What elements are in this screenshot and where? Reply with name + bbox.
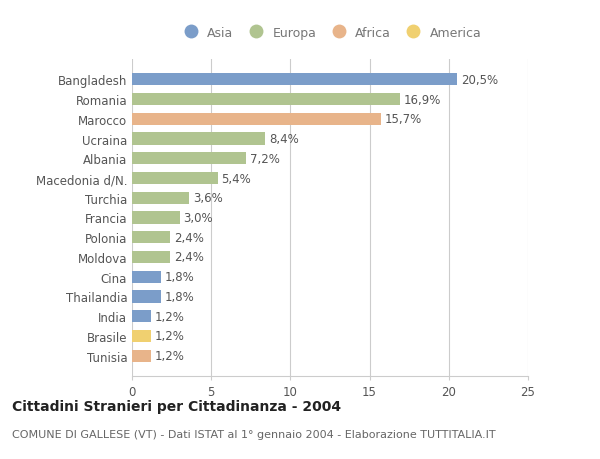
Text: 2,4%: 2,4% (174, 231, 204, 244)
Text: COMUNE DI GALLESE (VT) - Dati ISTAT al 1° gennaio 2004 - Elaborazione TUTTITALIA: COMUNE DI GALLESE (VT) - Dati ISTAT al 1… (12, 429, 496, 439)
Text: 5,4%: 5,4% (221, 172, 251, 185)
Bar (132, 192, 189, 204)
Text: 16,9%: 16,9% (404, 93, 441, 106)
Text: 7,2%: 7,2% (250, 152, 280, 165)
Text: 1,2%: 1,2% (155, 330, 185, 343)
Text: 1,8%: 1,8% (164, 271, 194, 284)
Text: 20,5%: 20,5% (461, 74, 498, 87)
Text: 1,2%: 1,2% (155, 349, 185, 362)
Text: 15,7%: 15,7% (385, 113, 422, 126)
Text: 3,0%: 3,0% (184, 212, 213, 224)
Text: 8,4%: 8,4% (269, 133, 299, 146)
Bar (132, 291, 161, 303)
Text: 1,2%: 1,2% (155, 310, 185, 323)
Legend: Asia, Europa, Africa, America: Asia, Europa, Africa, America (173, 22, 487, 45)
Bar (132, 252, 170, 263)
Bar (132, 74, 457, 86)
Bar (132, 212, 179, 224)
Bar (132, 113, 380, 126)
Text: 1,8%: 1,8% (164, 290, 194, 303)
Bar (132, 133, 265, 146)
Text: 3,6%: 3,6% (193, 192, 223, 205)
Bar (132, 232, 170, 244)
Bar (132, 310, 151, 323)
Bar (132, 153, 246, 165)
Text: 2,4%: 2,4% (174, 251, 204, 264)
Bar (132, 271, 161, 283)
Bar (132, 330, 151, 342)
Bar (132, 94, 400, 106)
Bar (132, 173, 218, 185)
Bar (132, 350, 151, 362)
Text: Cittadini Stranieri per Cittadinanza - 2004: Cittadini Stranieri per Cittadinanza - 2… (12, 399, 341, 413)
